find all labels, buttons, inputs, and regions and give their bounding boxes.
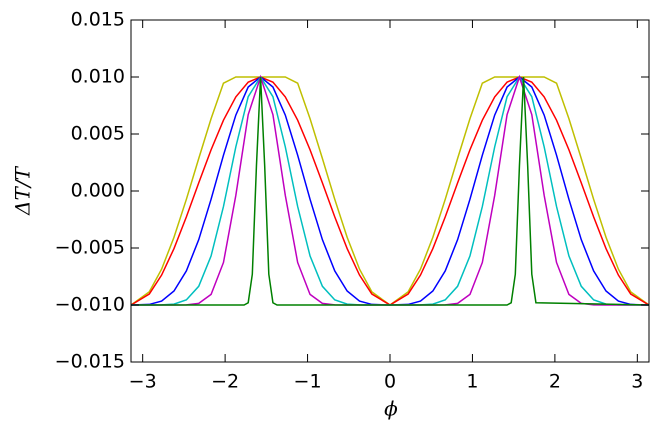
series-line bbox=[131, 75, 649, 306]
x-axis-label: ϕ bbox=[384, 397, 398, 421]
y-tick-label: −0.015 bbox=[55, 351, 125, 373]
y-axis-label: ΔT/T bbox=[11, 165, 35, 216]
y-tick-label: 0.010 bbox=[71, 66, 125, 88]
x-tick-label: 0 bbox=[384, 371, 396, 393]
y-tick-label: −0.010 bbox=[55, 294, 125, 316]
series-line bbox=[131, 76, 649, 306]
x-tick-label: −2 bbox=[211, 371, 239, 393]
x-tick-label: −3 bbox=[129, 371, 157, 393]
x-tick-label: 3 bbox=[631, 371, 643, 393]
y-tick-label: 0.000 bbox=[71, 180, 125, 202]
series-line bbox=[131, 76, 649, 306]
y-tick-label: 0.015 bbox=[71, 9, 125, 31]
y-tick-label: −0.005 bbox=[55, 237, 125, 259]
y-tick-label: 0.005 bbox=[71, 123, 125, 145]
plot-frame bbox=[130, 19, 650, 363]
x-tick-label: −1 bbox=[294, 371, 322, 393]
x-tick-label: 1 bbox=[466, 371, 478, 393]
series-line bbox=[131, 76, 649, 306]
series-line bbox=[131, 76, 649, 306]
series-line bbox=[131, 74, 649, 306]
x-tick-label: 2 bbox=[549, 371, 561, 393]
